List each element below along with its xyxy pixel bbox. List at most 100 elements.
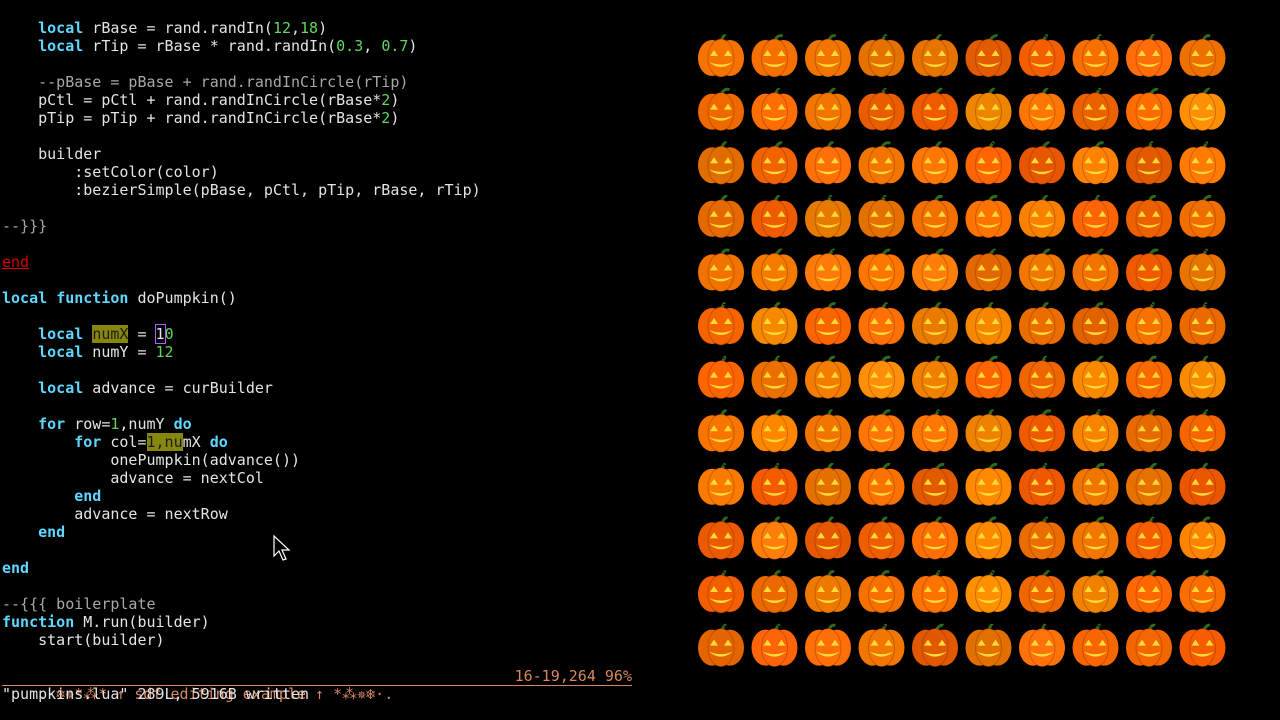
pumpkin	[805, 516, 851, 560]
pumpkin	[912, 248, 958, 292]
pumpkin	[1179, 141, 1226, 185]
pumpkin	[912, 623, 958, 668]
pumpkin	[1072, 355, 1119, 400]
pumpkin	[965, 516, 1012, 560]
pumpkin	[912, 355, 958, 400]
code-line: end	[74, 487, 102, 505]
pumpkin	[965, 355, 1012, 400]
pumpkin	[1019, 302, 1065, 346]
pumpkin	[1019, 248, 1065, 292]
command-message: "pumpkins.lua" 289L, 5916B written	[2, 685, 310, 703]
pumpkin	[751, 248, 798, 292]
code-line: --{{{ boilerplate	[2, 595, 156, 613]
code-line: :bezierSimple(pBase, pCtl, pTip, rBase, …	[2, 181, 481, 199]
pumpkin	[965, 87, 1012, 132]
pumpkin	[1179, 409, 1226, 453]
pumpkin	[858, 87, 905, 132]
pumpkin	[805, 141, 851, 185]
code-line: local numX = 10	[38, 324, 174, 344]
code-line: function M.run(builder)	[2, 613, 210, 631]
pumpkin	[965, 570, 1012, 614]
pumpkin	[965, 141, 1012, 185]
pumpkin	[858, 355, 905, 400]
pumpkin	[912, 409, 958, 453]
pumpkin	[1126, 87, 1172, 132]
pumpkin	[912, 570, 958, 614]
pumpkin	[1019, 34, 1065, 78]
code-line: end	[2, 253, 30, 271]
pumpkin	[1019, 516, 1065, 560]
pumpkin	[805, 570, 851, 614]
pumpkin-grid	[698, 34, 1226, 668]
pumpkin	[1019, 623, 1065, 668]
pumpkin	[1126, 34, 1172, 78]
pumpkin	[751, 141, 798, 185]
pumpkin	[805, 355, 851, 400]
pumpkin	[1019, 570, 1065, 614]
pumpkin	[751, 409, 798, 453]
pumpkin	[1072, 623, 1119, 668]
pumpkin	[751, 87, 798, 132]
pumpkin	[698, 409, 744, 453]
pumpkin	[751, 462, 798, 507]
pumpkin	[1072, 516, 1119, 560]
pumpkin	[805, 248, 851, 292]
pumpkin	[751, 355, 798, 400]
pumpkin	[1179, 194, 1226, 239]
pumpkin	[1126, 516, 1172, 560]
pumpkin	[1179, 302, 1226, 346]
pumpkin	[1072, 462, 1119, 507]
pumpkin	[1179, 355, 1226, 400]
pumpkin	[912, 87, 958, 132]
pumpkin	[1126, 194, 1172, 239]
pumpkin	[698, 570, 744, 614]
pumpkin	[1179, 34, 1226, 78]
code-line: local rBase = rand.randIn(12,18)	[38, 19, 328, 37]
code-line: :setColor(color)	[2, 163, 219, 181]
pumpkin	[698, 516, 744, 560]
pumpkin	[1072, 409, 1119, 453]
mouse-cursor	[273, 534, 291, 561]
code-line: pTip = pTip + rand.randInCircle(rBase*2)	[2, 109, 400, 127]
pumpkin	[698, 302, 744, 346]
pumpkin	[805, 302, 851, 346]
code-line: for row=1,numY do	[38, 415, 192, 433]
pumpkin	[1072, 141, 1119, 185]
pumpkin	[751, 302, 798, 346]
pumpkin	[1179, 623, 1226, 668]
pumpkin	[805, 194, 851, 239]
code-line: local numY = 12	[38, 343, 174, 361]
pumpkin	[912, 194, 958, 239]
pumpkin	[858, 570, 905, 614]
pumpkin	[698, 194, 744, 239]
code-line: --pBase = pBase + rand.randInCircle(rTip…	[38, 73, 409, 91]
pumpkin	[965, 34, 1012, 78]
pumpkin	[1126, 141, 1172, 185]
pumpkin	[965, 409, 1012, 453]
pumpkin	[751, 623, 798, 668]
pumpkin	[858, 302, 905, 346]
code-line: local function doPumpkin()	[2, 289, 237, 307]
cursor-position: 16-19,264 96%	[514, 667, 632, 685]
pumpkin	[965, 623, 1012, 668]
code-line: builder	[2, 145, 102, 163]
pumpkin	[1072, 302, 1119, 346]
pumpkin	[805, 87, 851, 132]
code-line: advance = nextRow	[2, 505, 228, 523]
pumpkin	[965, 462, 1012, 507]
status-line: .·❄✵*⁂* ↑ sdf editing example ↑ *⁂✵❄·. 1…	[2, 667, 632, 703]
pumpkin	[1179, 516, 1226, 560]
pumpkin	[751, 34, 798, 78]
pumpkin	[1019, 462, 1065, 507]
code-line: --}}}	[2, 217, 48, 235]
pumpkin	[1019, 87, 1065, 132]
code-line: end	[38, 523, 66, 541]
pumpkin	[965, 194, 1012, 239]
pumpkin	[805, 462, 851, 507]
pumpkin	[698, 34, 744, 78]
status-title: .·❄✵*⁂* ↑ sdf editing example ↑ *⁂✵❄·.	[38, 685, 394, 703]
pumpkin	[698, 623, 744, 668]
pumpkin	[1072, 34, 1119, 78]
pumpkin	[1179, 87, 1226, 132]
